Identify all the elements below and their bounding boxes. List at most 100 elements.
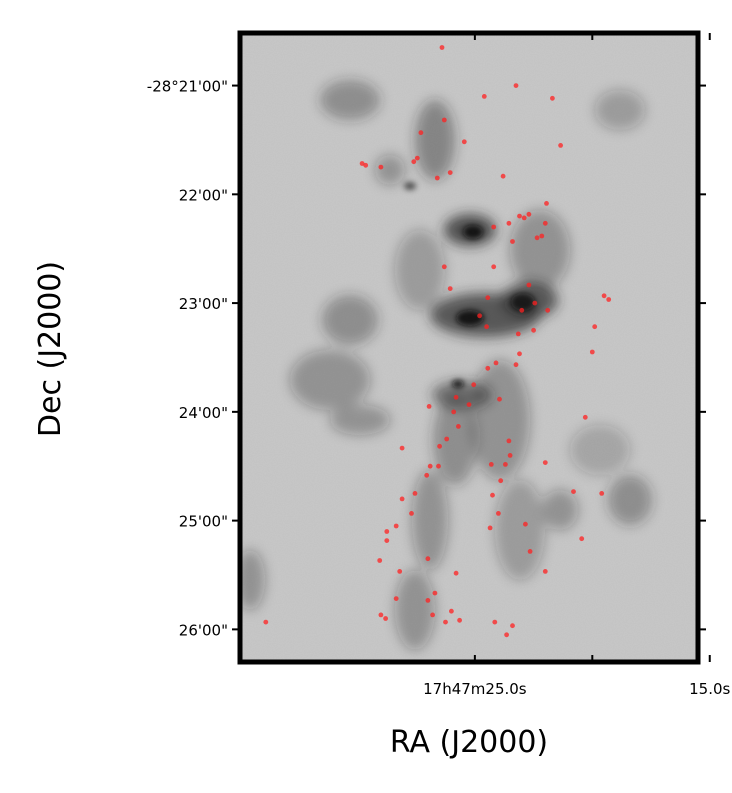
data-point xyxy=(384,529,390,534)
data-point xyxy=(430,612,435,618)
data-point xyxy=(589,349,595,355)
data-point xyxy=(263,619,269,625)
data-point xyxy=(412,491,418,496)
data-point xyxy=(488,462,494,467)
data-point xyxy=(558,143,563,148)
y-tick-label: 24'00" xyxy=(179,404,228,422)
data-point xyxy=(579,536,585,542)
data-point xyxy=(592,324,598,330)
data-point xyxy=(493,360,499,366)
data-point xyxy=(453,394,459,400)
data-point xyxy=(363,162,369,168)
data-point xyxy=(510,623,515,629)
y-tick-label: 22'00" xyxy=(179,186,228,204)
y-tick-label: 23'00" xyxy=(179,295,228,313)
data-point xyxy=(510,239,515,244)
data-point xyxy=(506,438,512,444)
data-point xyxy=(447,170,453,176)
data-point xyxy=(434,175,440,181)
data-point xyxy=(485,365,491,371)
data-point xyxy=(481,94,487,99)
data-point xyxy=(439,45,445,50)
data-point xyxy=(504,632,509,638)
data-point xyxy=(599,491,605,496)
data-point xyxy=(513,362,519,368)
y-axis-label: Dec (J2000) xyxy=(33,261,68,437)
data-point xyxy=(451,409,457,415)
data-point xyxy=(490,492,495,498)
y-tick-label: 25'00" xyxy=(179,513,228,531)
x-tick-label: 17h47m25.0s xyxy=(423,680,527,698)
data-point xyxy=(606,297,612,302)
data-point xyxy=(491,224,497,230)
data-point xyxy=(425,598,431,603)
data-point xyxy=(492,619,498,625)
x-axis-ticks: 17h47m25.0s 15.0s xyxy=(423,33,731,698)
data-point xyxy=(425,556,431,562)
data-point xyxy=(484,324,489,330)
data-point xyxy=(443,619,448,625)
plot-frame xyxy=(237,30,701,665)
data-point xyxy=(449,608,454,614)
data-point xyxy=(497,396,502,402)
data-point xyxy=(477,313,482,319)
data-point xyxy=(447,286,453,291)
data-point xyxy=(513,83,519,88)
data-point xyxy=(414,155,420,161)
data-point xyxy=(411,159,417,165)
data-point xyxy=(485,295,491,301)
data-point xyxy=(542,220,548,226)
data-point xyxy=(437,443,442,449)
data-point xyxy=(399,445,405,451)
data-point xyxy=(487,525,493,531)
data-point xyxy=(456,424,461,429)
data-point xyxy=(534,235,540,241)
y-tick-label: -28°21'00" xyxy=(147,78,228,96)
data-point xyxy=(550,95,555,101)
data-point xyxy=(409,511,414,516)
data-point xyxy=(498,478,504,484)
data-point xyxy=(539,233,545,239)
data-point xyxy=(399,496,405,502)
y-tick-label: 26'00" xyxy=(179,621,228,639)
data-point xyxy=(444,436,450,442)
data-point xyxy=(517,213,522,219)
data-point xyxy=(519,307,525,313)
data-point xyxy=(515,331,521,337)
data-point xyxy=(426,404,432,409)
data-point xyxy=(393,523,399,529)
data-point xyxy=(461,139,467,145)
data-point xyxy=(466,402,472,407)
data-point xyxy=(521,215,527,221)
data-point xyxy=(359,161,365,166)
data-point xyxy=(453,570,459,576)
data-point xyxy=(542,460,548,465)
data-point xyxy=(500,173,506,179)
data-point xyxy=(397,569,403,574)
dust-map-image xyxy=(240,33,698,662)
data-point xyxy=(506,220,512,226)
data-point xyxy=(427,463,433,469)
data-point xyxy=(544,201,549,206)
data-point xyxy=(527,549,533,554)
data-point xyxy=(496,511,501,516)
data-point xyxy=(384,538,390,543)
data-point xyxy=(393,596,399,601)
data-point xyxy=(441,117,447,123)
data-point xyxy=(491,264,497,270)
data-point xyxy=(526,211,532,217)
data-point xyxy=(377,558,383,563)
data-point xyxy=(531,327,536,333)
data-point xyxy=(545,307,551,313)
data-point xyxy=(571,489,576,494)
data-point xyxy=(424,472,430,478)
data-point xyxy=(432,590,438,596)
x-tick-label: 15.0s xyxy=(689,680,730,698)
data-point xyxy=(503,462,508,467)
data-point xyxy=(378,164,384,170)
data-point xyxy=(383,616,388,621)
data-point xyxy=(526,282,532,288)
data-point xyxy=(418,130,424,136)
data-point xyxy=(601,293,607,299)
